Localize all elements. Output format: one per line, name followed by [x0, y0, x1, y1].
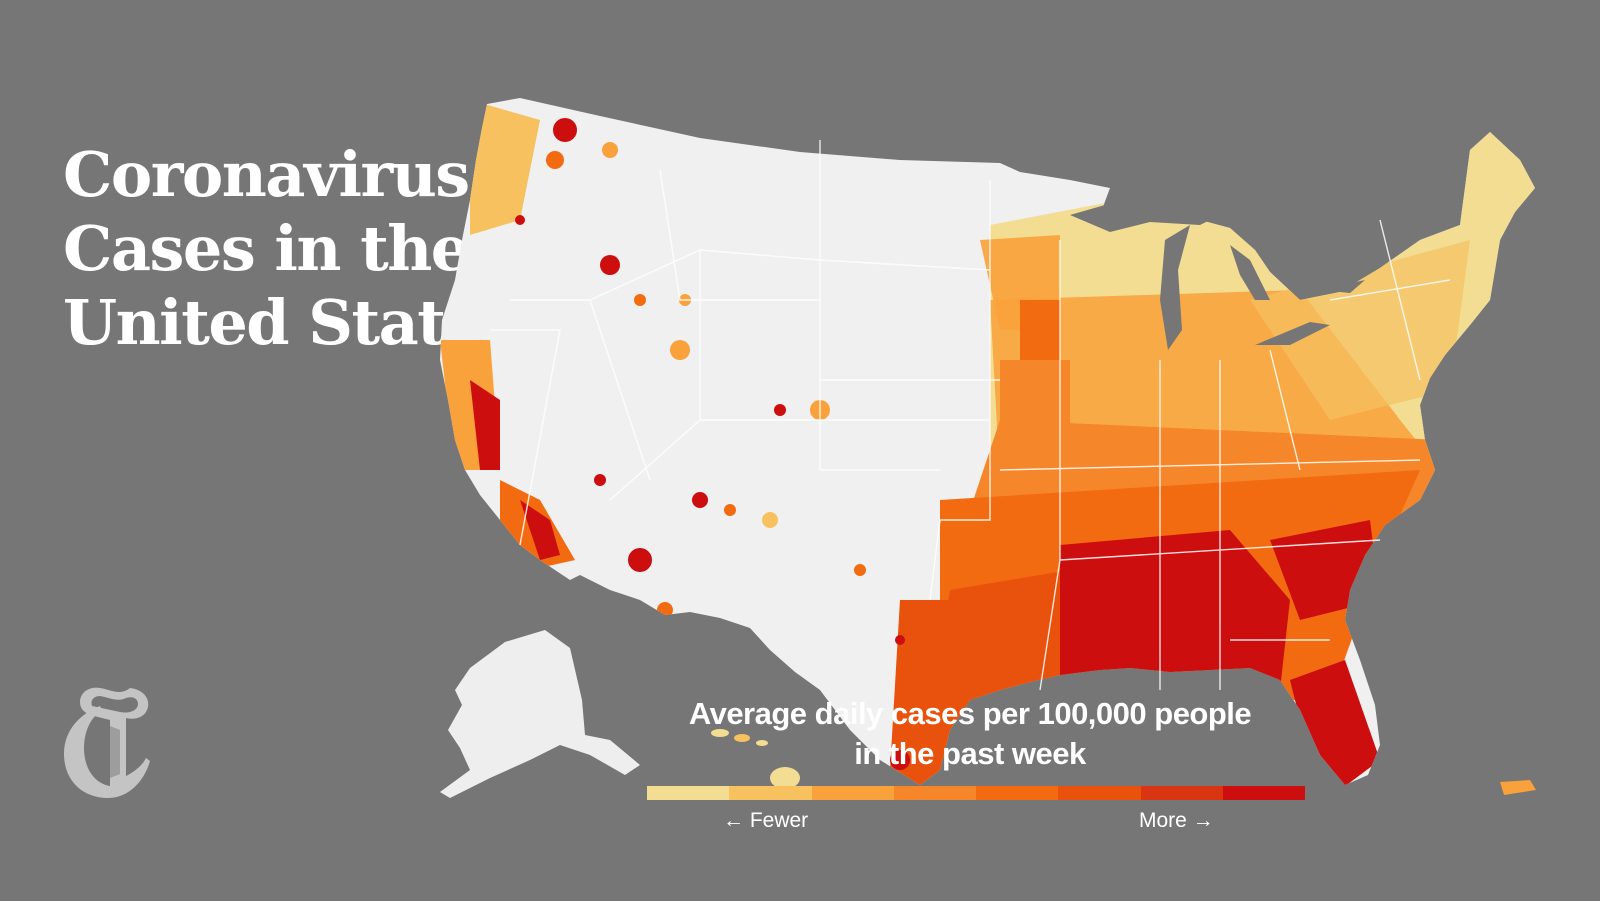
- legend-bin-6: [1058, 786, 1141, 800]
- legend-bin-4: [893, 786, 976, 800]
- title-line-2: Cases in the: [63, 212, 470, 285]
- nyt-t-logo-icon: [64, 687, 150, 798]
- legend-title-line-1: Average daily cases per 100,000 people: [688, 696, 1252, 731]
- legend-more-label: More →: [1139, 809, 1214, 832]
- legend-bin-5: [976, 786, 1059, 800]
- legend-bin-7: [1140, 786, 1223, 800]
- legend-fewer-label: ← Fewer: [723, 809, 809, 832]
- title-line-1: Coronavirus: [63, 138, 470, 211]
- hawaii-shape: [711, 729, 800, 789]
- state-borders: [490, 140, 1451, 691]
- alaska-shape: [440, 630, 640, 798]
- puerto-rico-shape: [1500, 780, 1536, 795]
- legend-bin-8: [1222, 786, 1305, 800]
- legend-bin-2: [729, 786, 812, 800]
- legend-bin-1: [647, 786, 730, 800]
- legend-title: Average daily cases per 100,000 people i…: [640, 694, 1300, 774]
- legend-bin-3: [811, 786, 894, 800]
- great-lakes: [1070, 195, 1365, 350]
- case-density-layer: [440, 100, 1535, 785]
- legend-title-line-2: in the past week: [854, 736, 1086, 771]
- legend-color-scale: [647, 786, 1305, 800]
